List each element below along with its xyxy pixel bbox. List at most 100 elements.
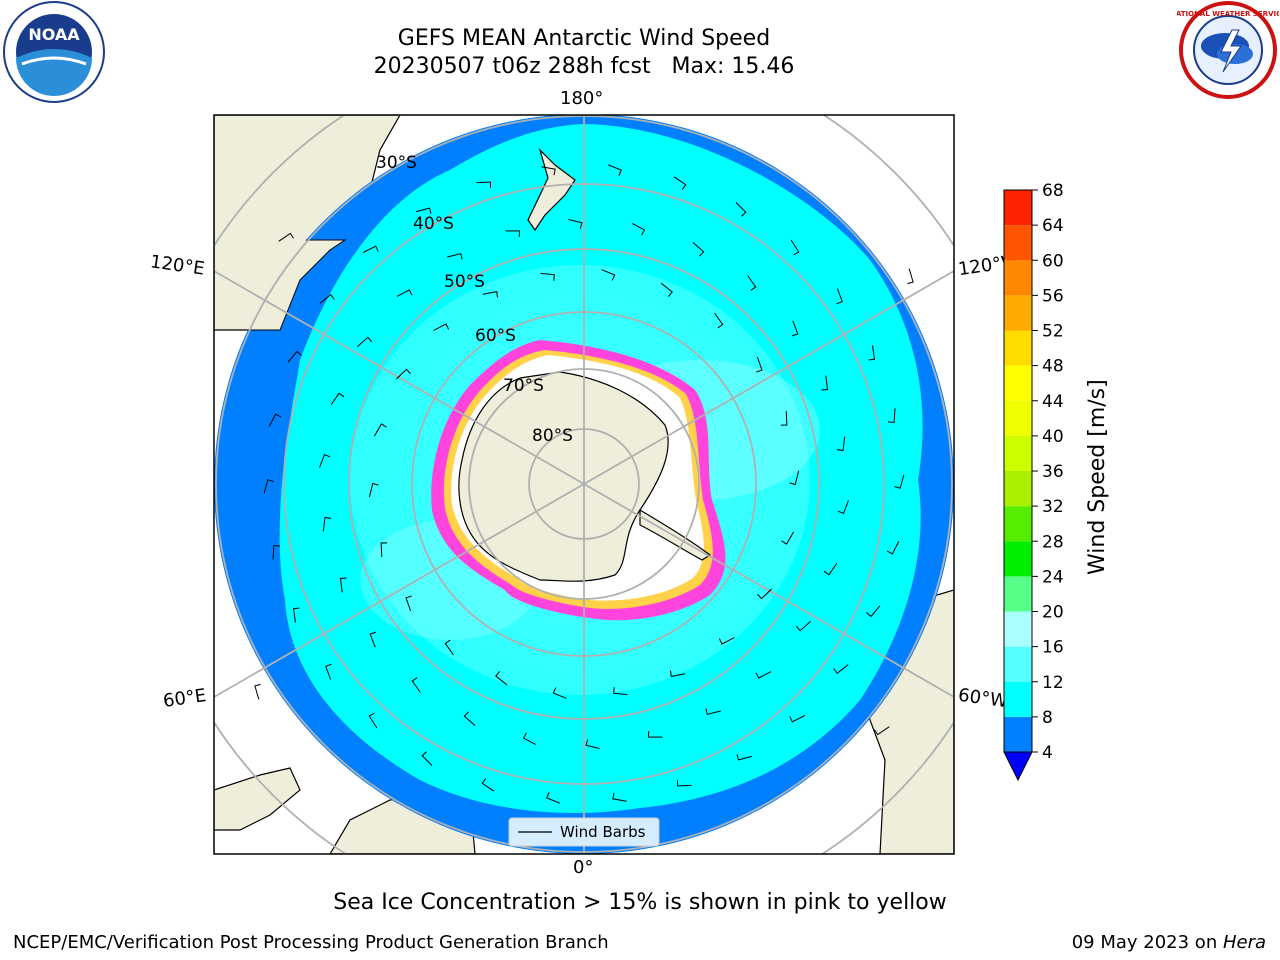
colorbar-segment (1004, 576, 1032, 612)
wind-barb (447, 253, 463, 260)
wind-barb (781, 531, 795, 545)
wind-barb (541, 166, 556, 176)
colorbar-segment (1004, 225, 1032, 261)
colorbar-segment (1004, 541, 1032, 577)
wind-barb (866, 605, 881, 618)
colorbar-tick-label: 52 (1042, 322, 1064, 342)
wind-barb (888, 408, 896, 424)
wind-barb (552, 687, 567, 699)
colorbar-tick-label: 44 (1042, 392, 1064, 412)
lat-label-80s: 80°S (532, 426, 573, 446)
wind-barb (415, 207, 432, 215)
wind-barb (789, 715, 806, 723)
wind-barb (631, 222, 646, 236)
footer-date-text: 09 May 2023 on (1071, 932, 1223, 953)
wind-barb (795, 621, 811, 632)
wind-barb (495, 671, 508, 686)
map-subtitle: 20230507 t06z 288h fcst Max: 15.46 (373, 54, 795, 79)
lat-label-40s: 40°S (413, 214, 454, 234)
wind-barb (705, 708, 721, 715)
lat-label-30s: 30°S (376, 153, 417, 173)
wind-barb (433, 323, 450, 331)
wind-barb (463, 711, 476, 726)
colorbar-segment (1004, 611, 1032, 647)
wind-barb (522, 732, 537, 746)
wind-barb (608, 164, 622, 176)
wind-barb (339, 577, 347, 593)
wind-barb (268, 413, 282, 427)
colorbar-tick-label: 16 (1042, 638, 1064, 658)
wind-barb (357, 336, 373, 347)
wind-barb (272, 544, 280, 560)
colorbar-label: Wind Speed [m/s] (1085, 379, 1110, 575)
colorbar-segment (1004, 295, 1032, 331)
wind-barb (568, 219, 583, 229)
colorbar-tick-label: 56 (1042, 286, 1064, 306)
wind-barb (756, 356, 763, 373)
wind-barb (481, 778, 495, 792)
footer-host: Hera (1222, 932, 1266, 953)
wind-barb (907, 268, 914, 285)
wind-barb (647, 731, 663, 738)
wind-barb (362, 245, 379, 253)
wind-barb (263, 479, 274, 494)
map-legend: Wind Barbs (508, 817, 660, 847)
wind-barb (874, 726, 890, 736)
colorbar-tick-label: 24 (1042, 567, 1064, 587)
nws-logo: NATIONAL WEATHER SERVICE (1177, 1, 1279, 99)
wind-barb (380, 542, 388, 558)
wind-barb (836, 288, 843, 305)
colorbar-tick-label: 4 (1042, 743, 1053, 763)
noaa-logo: NOAA (3, 1, 105, 103)
footer-branch: NCEP/EMC/Verification Post Processing Pr… (13, 932, 609, 953)
colorbar-tick-label: 12 (1042, 673, 1064, 693)
sea-ice-caption: Sea Ice Concentration > 15% is shown in … (333, 890, 947, 915)
wind-barb (405, 595, 412, 612)
wind-barb (613, 687, 628, 696)
colorbar-segment (1004, 260, 1032, 296)
wind-barb (421, 751, 433, 766)
colorbar-segment (1004, 435, 1032, 471)
wind-barb (444, 639, 454, 656)
top-right-land (840, 115, 954, 170)
wind-barb (791, 320, 799, 337)
wind-barb (325, 663, 332, 680)
colorbar-segment (1004, 716, 1032, 752)
wind-barb (254, 683, 261, 700)
colorbar-segment (1004, 646, 1032, 682)
noaa-logo-text: NOAA (28, 25, 80, 44)
colorbar-segment (1004, 471, 1032, 507)
wind-barb (368, 482, 379, 498)
wind-barb (833, 664, 849, 675)
lon-label-0: 0° (573, 857, 594, 878)
wind-barb (396, 368, 411, 380)
colorbar-tick-label: 28 (1042, 532, 1064, 552)
wind-barb (692, 242, 705, 257)
wind-barb (837, 500, 849, 515)
nws-logo-text: NATIONAL WEATHER SERVICE (1177, 10, 1279, 18)
wind-barb (330, 392, 345, 406)
wind-barb (669, 670, 686, 677)
wind-barb (837, 436, 846, 452)
wind-barb (757, 588, 772, 600)
wind-barb (369, 631, 377, 648)
wind-barb (373, 423, 387, 437)
wind-barb (292, 607, 300, 623)
colorbar-tick-label: 20 (1042, 603, 1064, 623)
map-title: GEFS MEAN Antarctic Wind Speed (397, 26, 771, 51)
wind-barb (736, 753, 753, 761)
wind-barb (411, 677, 421, 693)
colorbar-segment (1004, 330, 1032, 366)
wind-barb (601, 269, 616, 281)
lat-label-50s: 50°S (444, 272, 485, 292)
wind-barb (396, 289, 413, 297)
colorbar-segment (1004, 400, 1032, 436)
wind-barb (287, 350, 302, 363)
wind-barbs (254, 164, 914, 804)
colorbar-segment (1004, 190, 1032, 226)
colorbar-tick-label: 32 (1042, 497, 1064, 517)
wind-barb (368, 712, 378, 729)
wind-barb (790, 239, 800, 256)
wind-barb (747, 275, 757, 291)
